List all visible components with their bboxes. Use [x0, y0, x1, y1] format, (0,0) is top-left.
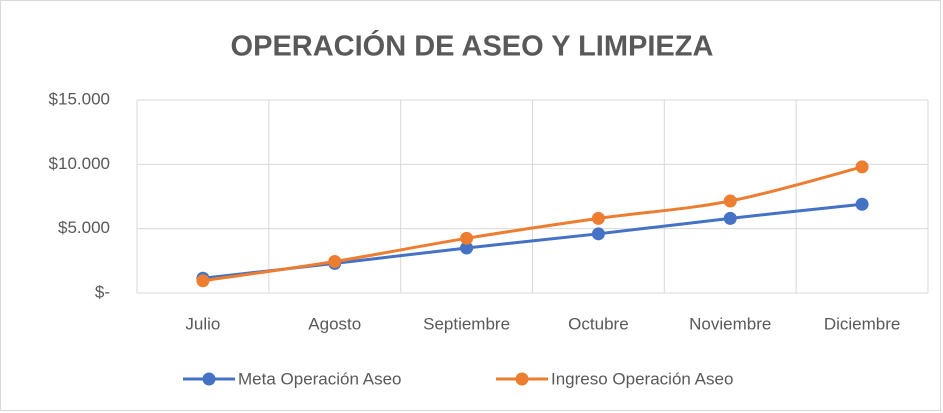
- x-tick-label: Octubre: [568, 314, 628, 333]
- point: [460, 241, 474, 255]
- y-tick-label: $15.000: [49, 89, 110, 108]
- x-tick-label: Agosto: [308, 314, 361, 333]
- y-tick-label: $5.000: [58, 218, 110, 237]
- series-line: [202, 165, 863, 283]
- x-tick-label: Julio: [185, 314, 220, 333]
- legend-label: Ingreso Operación Aseo: [551, 369, 733, 388]
- point: [591, 211, 605, 225]
- legend-label: Meta Operación Aseo: [238, 369, 401, 388]
- x-tick-label: Diciembre: [824, 314, 901, 333]
- point: [723, 194, 737, 208]
- legend-marker: [202, 372, 216, 386]
- point: [723, 211, 737, 225]
- chart-title: OPERACIÓN DE ASEO Y LIMPIEZA: [231, 29, 714, 63]
- point: [591, 227, 605, 241]
- legend-marker: [515, 372, 529, 386]
- y-tick-label: $10.000: [49, 154, 110, 173]
- point: [196, 274, 210, 288]
- x-tick-label: Noviembre: [689, 314, 771, 333]
- point: [855, 197, 869, 211]
- point: [328, 254, 342, 268]
- point: [460, 231, 474, 245]
- x-tick-label: Septiembre: [423, 314, 510, 333]
- point: [855, 160, 869, 174]
- y-tick-label: $-: [95, 282, 110, 301]
